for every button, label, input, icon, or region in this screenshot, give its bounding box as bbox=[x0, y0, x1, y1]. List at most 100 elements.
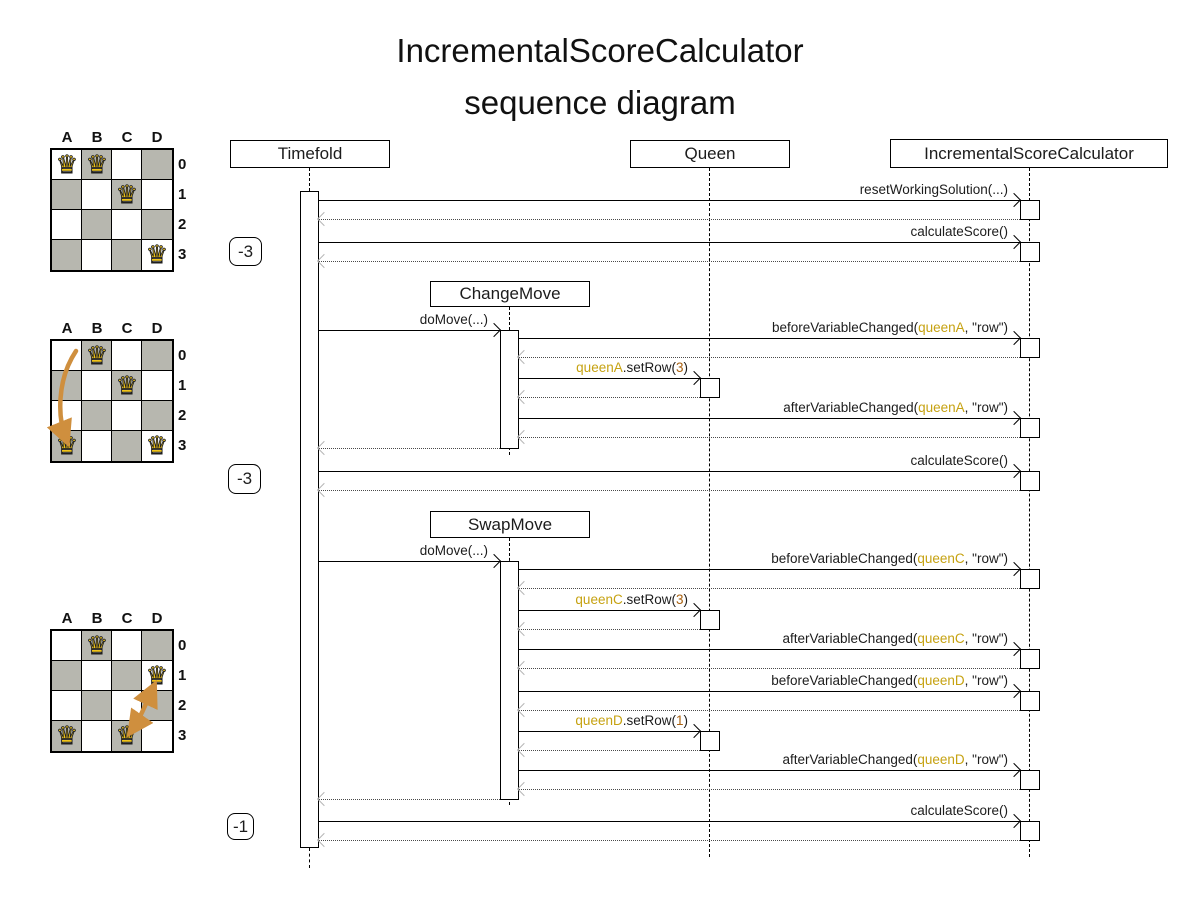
board-cell bbox=[52, 210, 82, 240]
board-col-label: B bbox=[91, 320, 103, 337]
message-text: ) bbox=[683, 360, 689, 375]
return-line bbox=[518, 629, 700, 630]
call-arrowhead-icon bbox=[1006, 463, 1022, 479]
return-arrowhead-icon bbox=[516, 349, 532, 365]
call-line bbox=[318, 330, 500, 331]
message-label: queenA.setRow(3) bbox=[576, 360, 688, 375]
board-cell bbox=[52, 240, 82, 270]
board-cell bbox=[82, 371, 112, 401]
board-col-label: A bbox=[61, 320, 73, 337]
return-line bbox=[318, 261, 1020, 262]
activation-box bbox=[1020, 569, 1040, 589]
message-label: beforeVariableChanged(queenC, "row") bbox=[771, 551, 1008, 566]
board-cell bbox=[142, 401, 172, 431]
message-label: afterVariableChanged(queenC, "row") bbox=[783, 631, 1008, 646]
queen-icon: ♛ bbox=[115, 371, 139, 401]
call-line bbox=[318, 200, 1020, 201]
board-cell bbox=[82, 150, 112, 180]
board-col-label: C bbox=[121, 129, 133, 146]
board-cell bbox=[142, 341, 172, 371]
message-text: .setRow( bbox=[622, 360, 676, 375]
board-cell bbox=[52, 691, 82, 721]
board-cell bbox=[142, 210, 172, 240]
board-cell bbox=[52, 401, 82, 431]
board-cell bbox=[142, 180, 172, 210]
call-line bbox=[318, 561, 500, 562]
chessboard-after-changemove: A B C D 0 1 2 3 ♛ ♛ ♛ ♛ bbox=[46, 320, 186, 463]
board-cell bbox=[142, 691, 172, 721]
call-arrowhead-icon bbox=[1006, 192, 1022, 208]
board-row-label: 1 bbox=[178, 377, 187, 394]
return-arrowhead-icon bbox=[516, 389, 532, 405]
queen-icon: ♛ bbox=[85, 631, 109, 661]
return-arrowhead-icon bbox=[516, 621, 532, 637]
return-line bbox=[518, 357, 1020, 358]
diagram-title-line1: IncrementalScoreCalculator bbox=[396, 32, 804, 69]
queen-icon: ♛ bbox=[55, 721, 79, 751]
return-arrowhead-icon bbox=[316, 791, 332, 807]
return-line bbox=[518, 437, 1020, 438]
board-row-label: 2 bbox=[178, 216, 187, 233]
call-line bbox=[518, 770, 1020, 771]
queen-icon: ♛ bbox=[145, 661, 169, 691]
board-col-label: A bbox=[61, 129, 73, 146]
return-line bbox=[318, 219, 1020, 220]
score-badge-2: -3 bbox=[228, 464, 261, 494]
activation-box bbox=[700, 378, 720, 398]
activation-box bbox=[1020, 821, 1040, 841]
message-text: , "row") bbox=[964, 551, 1008, 566]
message-text: resetWorkingSolution(...) bbox=[859, 182, 1008, 197]
changemove-label: ChangeMove bbox=[459, 284, 561, 303]
board-col-label: D bbox=[151, 610, 163, 627]
return-line bbox=[518, 750, 700, 751]
board-col-label: B bbox=[91, 129, 103, 146]
board-cell bbox=[52, 661, 82, 691]
board-cell bbox=[82, 691, 112, 721]
return-arrowhead-icon bbox=[316, 832, 332, 848]
message-label: calculateScore() bbox=[910, 803, 1008, 818]
timefold-activation-bar bbox=[300, 191, 319, 848]
board-cell bbox=[142, 371, 172, 401]
return-arrowhead-icon bbox=[316, 440, 332, 456]
board-row-label: 3 bbox=[178, 246, 187, 263]
return-arrowhead-icon bbox=[516, 742, 532, 758]
changemove-activation-bar bbox=[500, 330, 519, 449]
message-text: .setRow( bbox=[622, 713, 676, 728]
board-cell bbox=[142, 150, 172, 180]
board-cell bbox=[112, 661, 142, 691]
lifeline-header-timefold: Timefold bbox=[230, 140, 390, 168]
score-value-3: -1 bbox=[232, 816, 249, 836]
queen-icon: ♛ bbox=[115, 721, 139, 751]
message-text: afterVariableChanged( bbox=[782, 631, 918, 646]
queen-icon: ♛ bbox=[85, 341, 109, 371]
queen-icon: ♛ bbox=[55, 431, 79, 461]
queen-icon: ♛ bbox=[85, 150, 109, 180]
chessboard-after-swapmove: A B C D 0 1 2 3 ♛ ♛ ♛ ♛ bbox=[50, 610, 186, 753]
board-cell bbox=[52, 180, 82, 210]
score-badge-3: -1 bbox=[227, 813, 254, 840]
timefold-lifeline-tail bbox=[309, 848, 310, 868]
call-arrowhead-icon bbox=[486, 553, 502, 569]
board-cell bbox=[52, 150, 82, 180]
message-text: , "row") bbox=[964, 673, 1008, 688]
timefold-lifeline bbox=[309, 168, 310, 191]
board-row-label: 1 bbox=[178, 667, 187, 684]
lifeline-header-calculator: IncrementalScoreCalculator bbox=[890, 139, 1168, 168]
call-arrowhead-icon bbox=[686, 370, 702, 386]
board-cell bbox=[112, 240, 142, 270]
call-line bbox=[318, 242, 1020, 243]
board-cell bbox=[142, 240, 172, 270]
board-row-label: 3 bbox=[178, 437, 187, 454]
return-arrowhead-icon bbox=[316, 482, 332, 498]
queen-lifeline bbox=[709, 168, 710, 857]
call-line bbox=[518, 338, 1020, 339]
return-line bbox=[518, 710, 1020, 711]
return-arrowhead-icon bbox=[516, 580, 532, 596]
message-text: , "row") bbox=[964, 400, 1008, 415]
queen-label: Queen bbox=[684, 144, 736, 163]
call-line bbox=[518, 569, 1020, 570]
activation-box bbox=[700, 731, 720, 751]
return-line bbox=[518, 789, 1020, 790]
swapmove-header: SwapMove bbox=[430, 511, 590, 538]
activation-box bbox=[1020, 691, 1040, 711]
